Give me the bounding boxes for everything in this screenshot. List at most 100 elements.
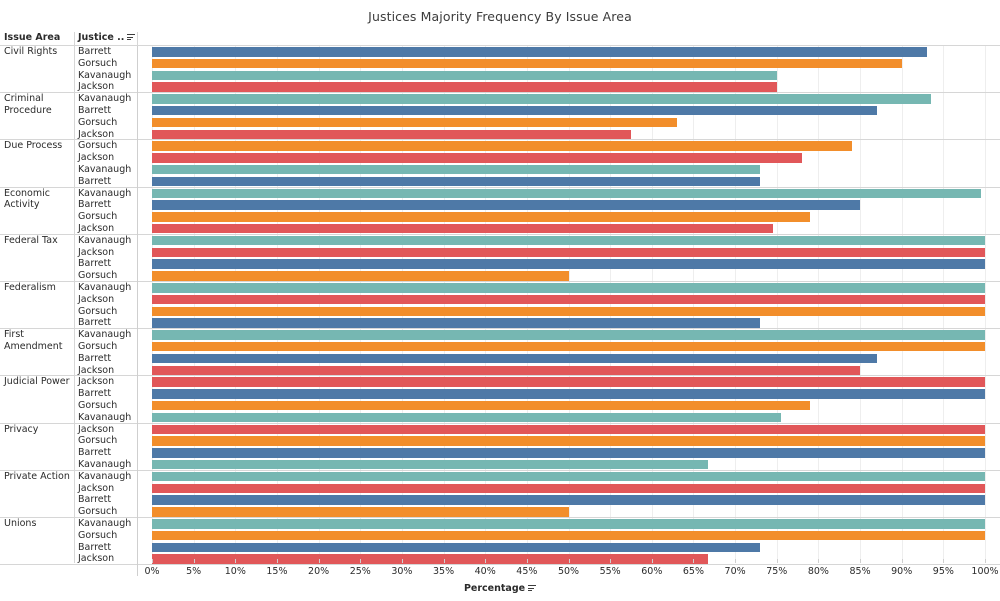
issue-area-label[interactable]: Federal Tax [4,234,58,246]
justice-label[interactable]: Kavanaugh [78,93,132,105]
bar[interactable] [152,164,761,175]
justice-label[interactable]: Jackson [78,152,115,164]
justice-label[interactable]: Jackson [78,246,115,258]
issue-area-label[interactable]: First Amendment [4,329,63,352]
justice-label[interactable]: Gorsuch [78,305,118,317]
bar[interactable] [152,105,877,116]
bar[interactable] [152,141,852,151]
justice-label[interactable]: Gorsuch [78,57,118,69]
justice-label[interactable]: Kavanaugh [78,187,132,199]
issue-area-label[interactable]: Private Action [4,470,70,482]
bar[interactable] [152,519,985,529]
bar[interactable] [152,389,985,399]
justice-label[interactable]: Jackson [78,364,115,376]
bar[interactable] [152,554,708,564]
bar[interactable] [152,247,985,258]
bar[interactable] [152,306,985,317]
issue-area-label[interactable]: Privacy [4,423,39,435]
justice-label[interactable]: Kavanaugh [78,69,132,81]
issue-area-label[interactable]: Civil Rights [4,46,58,57]
justice-label[interactable]: Kavanaugh [78,234,132,246]
column-header-justice[interactable]: Justice .. [78,32,136,43]
bar[interactable] [152,82,777,92]
bar[interactable] [152,223,773,234]
issue-area-label[interactable]: Federalism [4,282,56,293]
bar[interactable] [152,542,761,553]
bar[interactable] [152,70,777,81]
bar[interactable] [152,365,861,376]
bar[interactable] [152,377,985,387]
issue-area-label[interactable]: Criminal Procedure [4,93,52,116]
justice-label[interactable]: Barrett [78,46,112,57]
justice-label[interactable]: Barrett [78,175,112,187]
bar[interactable] [152,459,708,470]
bar[interactable] [152,318,761,328]
justice-label[interactable]: Barrett [78,258,112,270]
justice-label[interactable]: Barrett [78,352,112,364]
bar[interactable] [152,412,781,423]
justice-label[interactable]: Kavanaugh [78,329,132,341]
issue-area-label[interactable]: Judicial Power [4,376,70,388]
justice-label[interactable]: Gorsuch [78,211,118,223]
bar[interactable] [152,436,985,446]
justice-label[interactable]: Barrett [78,388,112,400]
column-header-issue-area[interactable]: Issue Area [4,32,60,43]
justice-label[interactable]: Gorsuch [78,506,118,518]
justice-label[interactable]: Barrett [78,447,112,459]
justice-label[interactable]: Jackson [78,222,115,234]
bar[interactable] [152,58,902,69]
bar[interactable] [152,471,985,482]
bar[interactable] [152,507,569,517]
justice-label[interactable]: Jackson [78,81,115,93]
justice-label[interactable]: Barrett [78,494,112,506]
bar[interactable] [152,341,985,352]
bar[interactable] [152,117,677,128]
bar[interactable] [152,330,985,340]
justice-label[interactable]: Gorsuch [78,529,118,541]
bar[interactable] [152,200,861,210]
justice-label[interactable]: Kavanaugh [78,470,132,482]
justice-label[interactable]: Gorsuch [78,116,118,128]
bar[interactable] [152,188,981,199]
justice-label[interactable]: Gorsuch [78,399,118,411]
bar[interactable] [152,283,985,293]
justice-label[interactable]: Barrett [78,541,112,553]
justice-label[interactable]: Jackson [78,293,115,305]
justice-label[interactable]: Gorsuch [78,435,118,447]
justice-label[interactable]: Jackson [78,376,115,388]
bar[interactable] [152,176,761,187]
justice-label[interactable]: Barrett [78,104,112,116]
justice-label[interactable]: Jackson [78,482,115,494]
bar[interactable] [152,129,631,140]
justice-label[interactable]: Gorsuch [78,270,118,282]
bar[interactable] [152,400,811,411]
bar[interactable] [152,353,877,364]
sort-icon[interactable] [127,33,136,41]
bar[interactable] [152,271,569,281]
justice-label[interactable]: Jackson [78,423,115,435]
bar[interactable] [152,448,985,458]
justice-label[interactable]: Kavanaugh [78,163,132,175]
justice-label[interactable]: Barrett [78,317,112,329]
bar[interactable] [152,495,985,505]
justice-label[interactable]: Kavanaugh [78,282,132,293]
bar[interactable] [152,259,985,269]
justice-label[interactable]: Kavanaugh [78,411,132,423]
justice-label[interactable]: Jackson [78,553,115,565]
justice-label[interactable]: Gorsuch [78,340,118,352]
bar[interactable] [152,94,931,104]
bar[interactable] [152,424,985,435]
issue-area-label[interactable]: Due Process [4,140,63,152]
bar[interactable] [152,212,811,222]
justice-label[interactable]: Gorsuch [78,140,118,152]
x-axis-sort-icon[interactable] [528,584,537,592]
bar[interactable] [152,294,985,305]
bar[interactable] [152,153,802,163]
bar[interactable] [152,483,985,494]
justice-label[interactable]: Kavanaugh [78,518,132,529]
issue-area-label[interactable]: Economic Activity [4,187,50,211]
bar[interactable] [152,530,985,541]
bar[interactable] [152,235,985,246]
issue-area-label[interactable]: Unions [4,518,37,529]
bar[interactable] [152,47,927,57]
